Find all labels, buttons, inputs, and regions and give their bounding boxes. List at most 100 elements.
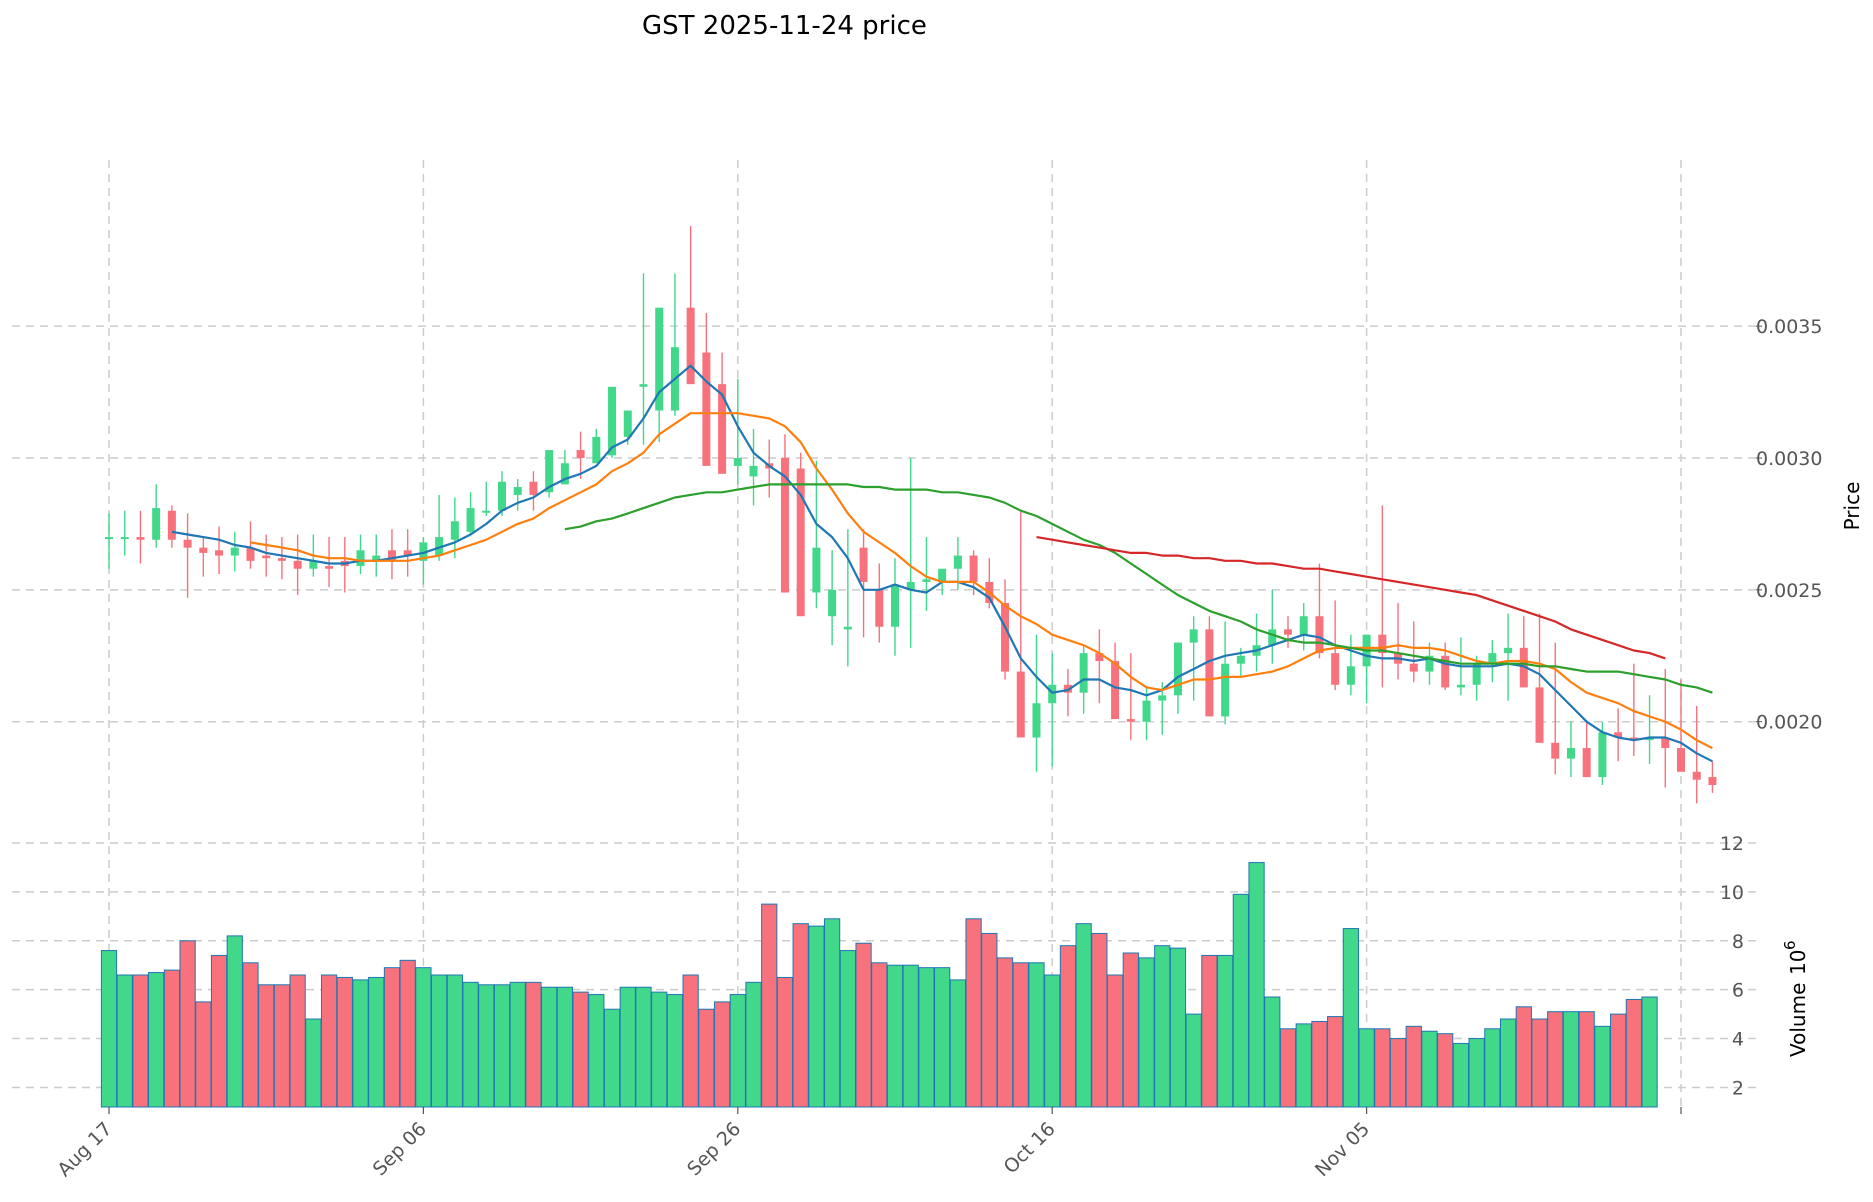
volume-bar [163, 969, 180, 1108]
candles [105, 225, 1717, 804]
volume-bar [1610, 1013, 1627, 1108]
volume-bar [1641, 996, 1658, 1108]
candle-body [780, 457, 789, 593]
candle-body [1425, 655, 1434, 672]
candle-body [1189, 629, 1198, 643]
volume-bar [1578, 1011, 1595, 1108]
price-axis-label: Price [1840, 482, 1864, 531]
candle-body [152, 508, 161, 540]
volume-tick-label: 4 [1732, 1029, 1744, 1051]
volume-bar [1295, 1023, 1312, 1108]
candle-body [1095, 653, 1104, 662]
candle-body [938, 568, 947, 582]
candle-body [1048, 684, 1057, 704]
volume-bar [572, 991, 589, 1108]
candle-body [875, 589, 884, 627]
volume-bar [1327, 1016, 1344, 1108]
volume-bar [1437, 1033, 1454, 1108]
candle-body [859, 547, 868, 582]
volume-bar [1311, 1020, 1328, 1108]
candle-body [1378, 634, 1387, 654]
candle-body [1299, 616, 1308, 635]
volume-bar [1625, 998, 1642, 1108]
date-tick-label: Sep 06 [369, 1118, 431, 1180]
candle-body [639, 384, 648, 387]
volume-bar [1201, 954, 1218, 1108]
ma30-line [564, 483, 1713, 694]
volume-bar [100, 950, 118, 1108]
candle-body [1582, 748, 1591, 778]
volume-bar [1091, 932, 1108, 1108]
volume-bar [1405, 1025, 1422, 1108]
candle-body [1645, 737, 1654, 741]
volume-bar [1594, 1025, 1611, 1108]
volume-axis-label-exponent: 6 [1781, 940, 1799, 950]
candle-body [435, 537, 444, 556]
candle-body [387, 550, 396, 561]
candle-body [230, 547, 239, 556]
moving-averages [171, 364, 1713, 763]
candle-body [246, 547, 255, 561]
volume-bar [902, 964, 919, 1108]
candle-body [1032, 703, 1041, 738]
candle-body [969, 555, 978, 582]
volume-bar [352, 979, 369, 1108]
date-tick-label: Oct 16 [1000, 1118, 1060, 1178]
candle-body [592, 436, 601, 464]
candle-body [702, 352, 711, 466]
volume-bar [1075, 923, 1092, 1108]
volume-bar [399, 959, 416, 1108]
ma14-line [250, 412, 1713, 750]
candle-body [1315, 616, 1324, 654]
candle-body [796, 468, 805, 617]
candle-body [560, 463, 569, 485]
date-tick-label: Sep 26 [683, 1118, 745, 1180]
volume-bar [839, 950, 856, 1108]
volume-bar [1374, 1028, 1391, 1108]
candle-body [1629, 737, 1638, 741]
volume-bar [462, 981, 479, 1108]
volume-bar [1059, 945, 1077, 1108]
volume-bar [871, 962, 888, 1108]
ma60-line [1036, 536, 1666, 660]
volume-bar [305, 1018, 322, 1108]
candle-body [1677, 748, 1685, 772]
volume-bar [1028, 962, 1045, 1108]
volume-bar [415, 967, 432, 1108]
volume-bar [1264, 996, 1281, 1108]
volume-tick-label: 2 [1732, 1077, 1744, 1099]
volume-bar [1138, 957, 1155, 1108]
volume-bar [383, 967, 401, 1108]
candle-body [812, 547, 821, 593]
volume-bar [1499, 1018, 1517, 1108]
candle-body [1016, 671, 1025, 738]
volume-tick-label: 6 [1732, 980, 1744, 1002]
candle-body [1331, 653, 1340, 685]
volume-bar [179, 940, 196, 1108]
candle-body [1614, 732, 1623, 738]
volume-bar [1421, 1030, 1438, 1108]
candle-body [608, 386, 617, 456]
volume-bar [556, 986, 573, 1108]
candle-body [718, 384, 727, 474]
candle-body [372, 555, 381, 561]
candle-body [828, 589, 837, 617]
volume-bar [1531, 1018, 1548, 1108]
volume-bar [949, 979, 966, 1108]
candle-body [215, 550, 224, 556]
volume-bar [148, 972, 165, 1108]
volume-bar [776, 976, 794, 1108]
candle-body [843, 626, 852, 630]
candle-body [105, 537, 113, 540]
candle-body [1268, 629, 1277, 646]
candle-body [1409, 663, 1418, 672]
volume-bar [918, 967, 935, 1108]
candle-body [1158, 695, 1167, 701]
volume-bar [855, 942, 872, 1108]
volume-bar [195, 1001, 212, 1108]
price-tick-label: 0.0035 [1756, 316, 1822, 338]
volume-bar [1044, 974, 1061, 1108]
volume-bar [242, 962, 259, 1108]
volume-bar [1169, 947, 1187, 1108]
volume-bar [619, 986, 636, 1108]
